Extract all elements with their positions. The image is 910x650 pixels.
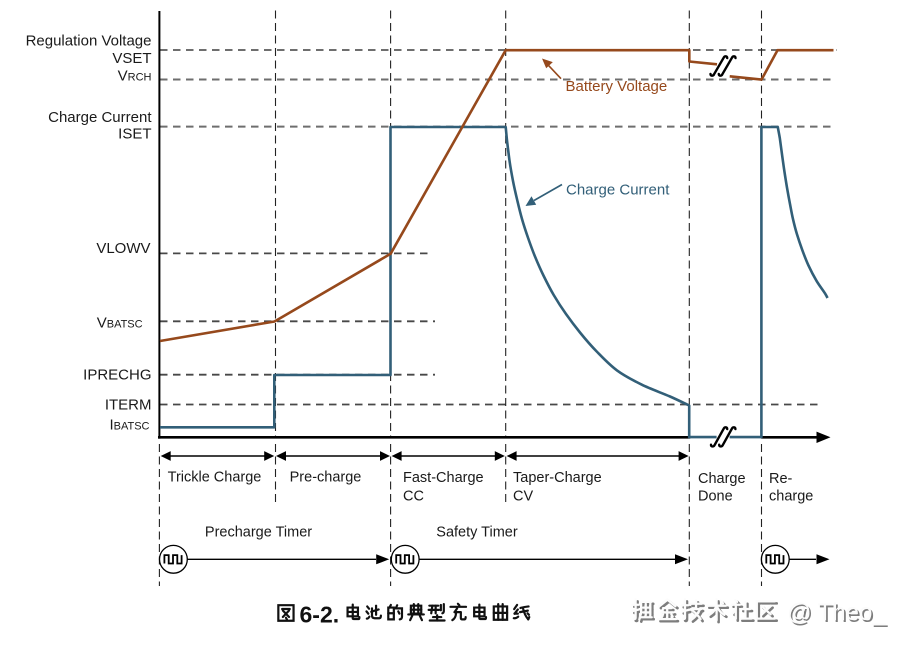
svg-text:Charge Current: Charge Current: [566, 182, 670, 199]
svg-text:Battery Voltage: Battery Voltage: [566, 78, 668, 95]
svg-text:Trickle Charge: Trickle Charge: [168, 470, 262, 486]
svg-text:CV: CV: [513, 489, 533, 505]
svg-text:ISET: ISET: [118, 126, 151, 143]
svg-text:VBATSC: VBATSC: [97, 315, 143, 332]
svg-text:Regulation Voltage: Regulation Voltage: [26, 33, 152, 50]
svg-text:Re-: Re-: [769, 471, 793, 487]
svg-text:Safety Timer: Safety Timer: [436, 525, 518, 541]
svg-text:CC: CC: [403, 489, 424, 505]
svg-text:@ Theo_: @ Theo_: [787, 599, 886, 626]
svg-text:Charge: Charge: [698, 471, 746, 487]
svg-text:IBATSC: IBATSC: [109, 417, 149, 434]
svg-text:VLOWV: VLOWV: [96, 240, 150, 257]
svg-text:@ Theo_: @ Theo_: [789, 601, 888, 628]
svg-text:Charge Current: Charge Current: [48, 109, 152, 126]
svg-text:VRCH: VRCH: [118, 68, 152, 85]
svg-text:ITERM: ITERM: [105, 397, 152, 414]
svg-text:Precharge Timer: Precharge Timer: [205, 525, 312, 541]
svg-text:6-2.: 6-2.: [300, 601, 340, 627]
svg-text:Taper-Charge: Taper-Charge: [513, 470, 602, 486]
svg-text:IPRECHG: IPRECHG: [83, 367, 151, 384]
svg-text:Fast-Charge: Fast-Charge: [403, 470, 484, 486]
svg-text:VSET: VSET: [112, 50, 151, 67]
svg-text:Done: Done: [698, 489, 733, 505]
svg-text:charge: charge: [769, 489, 813, 505]
svg-text:Pre-charge: Pre-charge: [290, 470, 362, 486]
